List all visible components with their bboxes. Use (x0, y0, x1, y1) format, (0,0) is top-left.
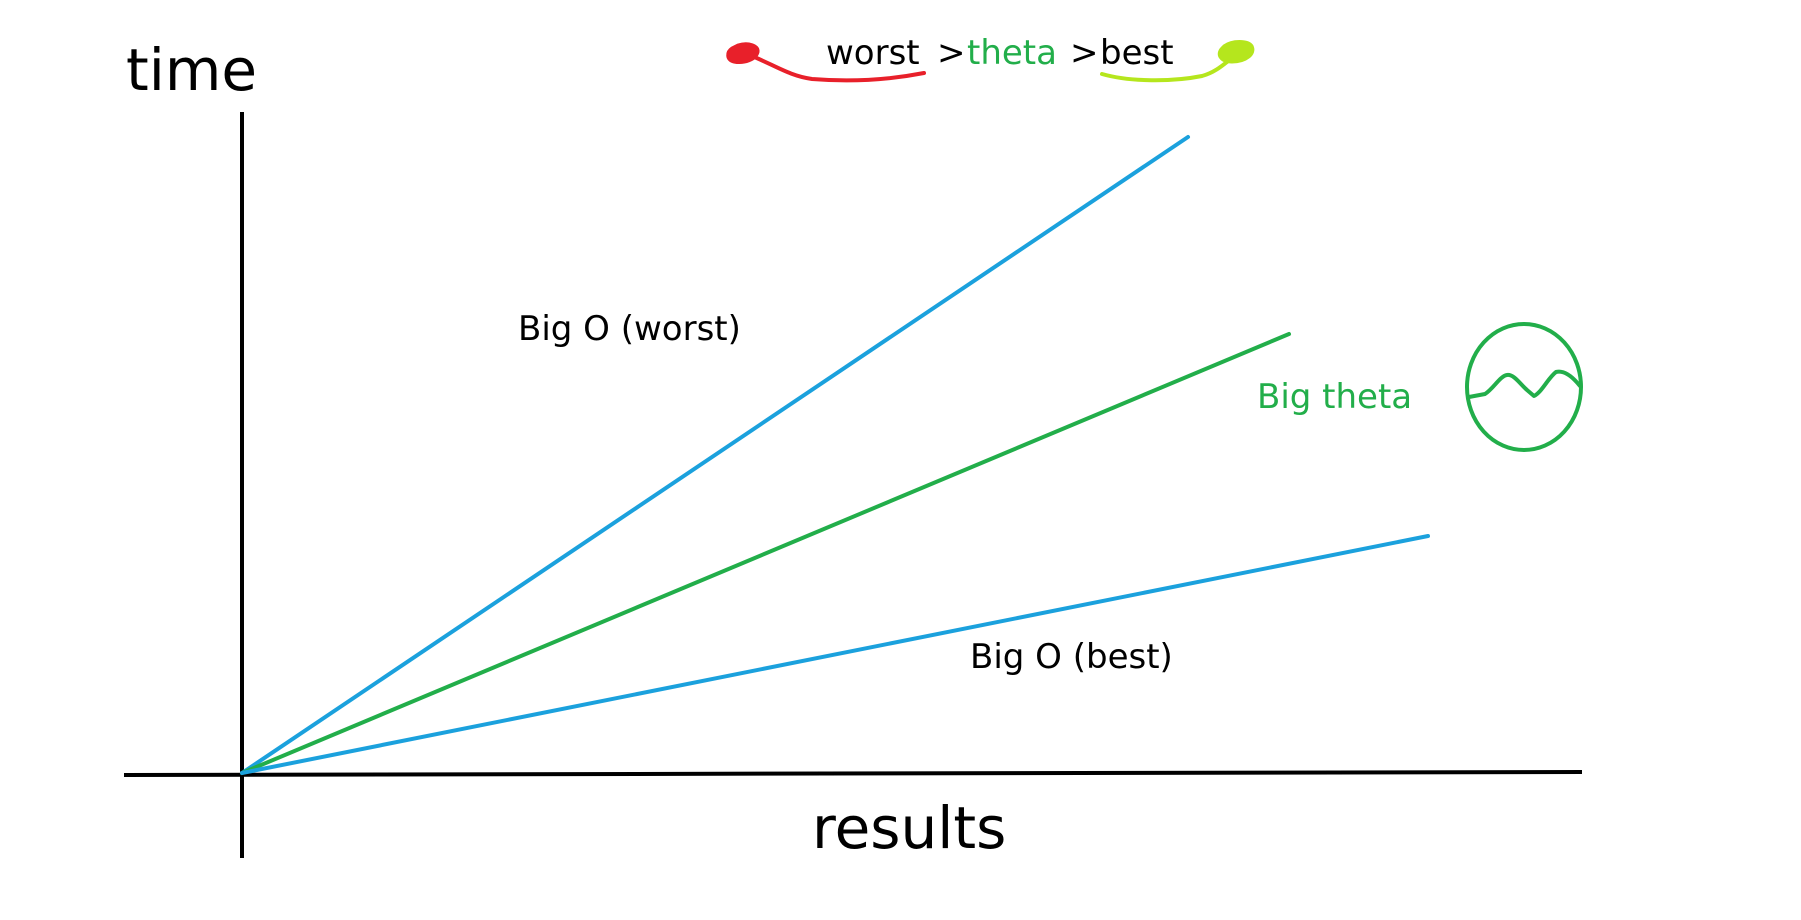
green-scribble-icon (1100, 40, 1255, 83)
big-o-best-label: Big O (best) (970, 637, 1173, 677)
theta-wave-circle-icon (1465, 322, 1583, 452)
big-theta-line (240, 332, 1291, 775)
big-o-worst-label: Big O (worst) (518, 309, 741, 349)
big-theta-label: Big theta (1257, 377, 1412, 417)
big-o-worst-line (240, 135, 1190, 775)
legend-separator-2: > (1070, 33, 1099, 73)
y-axis-label: time (126, 36, 257, 104)
big-o-best-line (240, 534, 1430, 775)
legend-best: best (1100, 33, 1174, 73)
x-axis-label: results (812, 794, 1006, 862)
legend-separator-1: > (937, 33, 966, 73)
legend-worst: worst (826, 33, 920, 73)
red-scribble-icon (726, 42, 926, 83)
legend-theta: theta (967, 33, 1057, 73)
x-axis (123, 770, 1583, 777)
legend: worst > theta > best (726, 33, 1255, 83)
